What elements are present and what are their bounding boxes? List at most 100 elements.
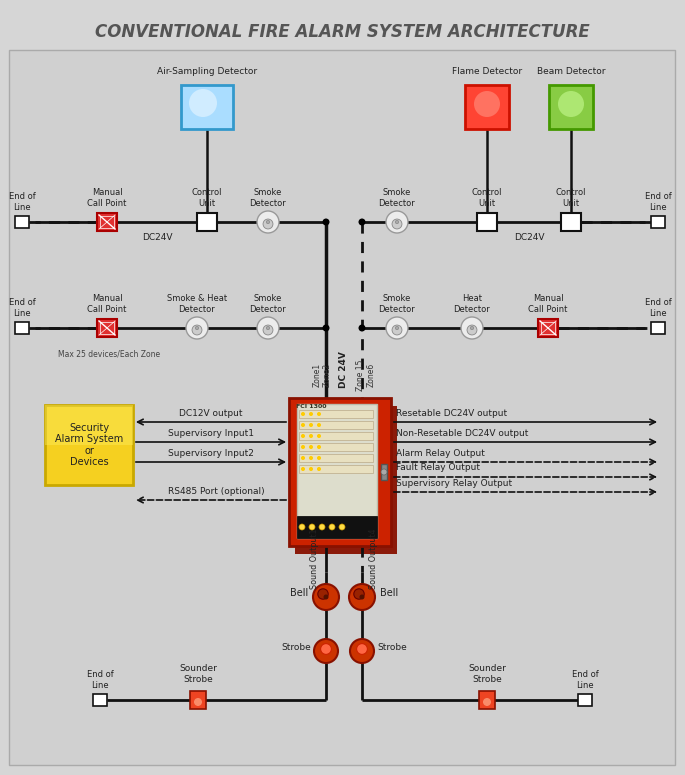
Text: Heat
Detector: Heat Detector: [453, 294, 490, 314]
Bar: [299, 454, 373, 462]
Text: Smoke
Detector: Smoke Detector: [249, 294, 286, 314]
Text: Smoke
Detector: Smoke Detector: [379, 294, 415, 314]
Bar: [93, 694, 107, 706]
Circle shape: [386, 317, 408, 339]
Text: Bell: Bell: [290, 588, 308, 598]
Bar: [297, 516, 377, 538]
Text: Control
Unit: Control Unit: [556, 188, 586, 208]
Text: Zone6: Zone6: [366, 363, 375, 388]
Bar: [15, 322, 29, 334]
Bar: [651, 322, 665, 334]
Circle shape: [195, 326, 199, 329]
Text: Resetable DC24V output: Resetable DC24V output: [396, 408, 507, 418]
Text: Non-Resetable DC24V output: Non-Resetable DC24V output: [396, 429, 528, 438]
Circle shape: [194, 698, 202, 706]
Text: Supervisory Relay Output: Supervisory Relay Output: [396, 478, 512, 487]
Circle shape: [318, 589, 328, 599]
Text: Supervisory Input2: Supervisory Input2: [168, 449, 254, 457]
Text: Smoke & Heat
Detector: Smoke & Heat Detector: [167, 294, 227, 314]
Circle shape: [483, 698, 491, 706]
Circle shape: [301, 412, 305, 416]
Circle shape: [323, 325, 329, 332]
Text: Beam Detector: Beam Detector: [537, 67, 606, 77]
Circle shape: [317, 423, 321, 427]
Bar: [299, 421, 373, 429]
Bar: [97, 319, 117, 337]
Bar: [578, 694, 592, 706]
Circle shape: [350, 639, 374, 663]
Circle shape: [263, 219, 273, 229]
Circle shape: [395, 326, 399, 329]
Circle shape: [321, 643, 332, 654]
Bar: [651, 216, 665, 228]
Circle shape: [257, 317, 279, 339]
Circle shape: [386, 211, 408, 233]
Text: Sounder
Strobe: Sounder Strobe: [179, 664, 217, 684]
Circle shape: [392, 325, 402, 335]
Text: DC24V: DC24V: [142, 233, 172, 243]
Circle shape: [357, 643, 367, 654]
Circle shape: [189, 89, 217, 117]
Circle shape: [309, 456, 313, 460]
Circle shape: [467, 325, 477, 335]
Bar: [477, 213, 497, 231]
Circle shape: [392, 219, 402, 229]
Text: DC12V output: DC12V output: [179, 408, 242, 418]
Bar: [100, 322, 114, 334]
Bar: [295, 406, 397, 554]
Circle shape: [257, 211, 279, 233]
Text: RS485 Port (optional): RS485 Port (optional): [168, 487, 264, 495]
Circle shape: [309, 423, 313, 427]
Circle shape: [317, 467, 321, 471]
Text: Control
Unit: Control Unit: [472, 188, 502, 208]
Bar: [45, 405, 133, 445]
Circle shape: [309, 524, 315, 530]
Circle shape: [301, 423, 305, 427]
Circle shape: [317, 434, 321, 438]
Text: Strobe: Strobe: [282, 642, 311, 652]
Circle shape: [309, 412, 313, 416]
Bar: [561, 213, 581, 231]
Text: Sound Output4: Sound Output4: [369, 529, 378, 589]
Circle shape: [319, 524, 325, 530]
Bar: [465, 85, 509, 129]
Bar: [100, 216, 114, 228]
Circle shape: [317, 412, 321, 416]
Circle shape: [395, 220, 399, 224]
Text: Control
Unit: Control Unit: [192, 188, 222, 208]
Circle shape: [301, 445, 305, 449]
Text: End of
Line: End of Line: [645, 298, 671, 318]
Circle shape: [353, 589, 364, 599]
Circle shape: [263, 325, 273, 335]
Text: End of
Line: End of Line: [9, 192, 36, 212]
Circle shape: [381, 469, 387, 475]
Circle shape: [301, 434, 305, 438]
Bar: [197, 213, 217, 231]
Text: Smoke
Detector: Smoke Detector: [249, 188, 286, 208]
Circle shape: [471, 326, 473, 329]
Text: Zone2: Zone2: [323, 363, 332, 387]
Circle shape: [192, 325, 202, 335]
Circle shape: [360, 594, 364, 600]
Circle shape: [301, 456, 305, 460]
Circle shape: [313, 584, 339, 610]
Text: End of
Line: End of Line: [86, 670, 114, 690]
Circle shape: [309, 467, 313, 471]
Circle shape: [309, 434, 313, 438]
Text: Manual
Call Point: Manual Call Point: [87, 188, 127, 208]
Text: Fault Relay Output: Fault Relay Output: [396, 463, 480, 473]
Bar: [538, 319, 558, 337]
Circle shape: [558, 91, 584, 117]
Text: Zone1: Zone1: [312, 363, 321, 387]
Bar: [541, 322, 555, 334]
Text: FCI 1300: FCI 1300: [296, 404, 326, 408]
Circle shape: [266, 326, 270, 329]
Bar: [15, 216, 29, 228]
Bar: [97, 213, 117, 231]
Bar: [289, 398, 391, 546]
Circle shape: [323, 594, 329, 600]
Circle shape: [339, 524, 345, 530]
Bar: [299, 432, 373, 440]
Text: End of
Line: End of Line: [9, 298, 36, 318]
Bar: [299, 410, 373, 418]
